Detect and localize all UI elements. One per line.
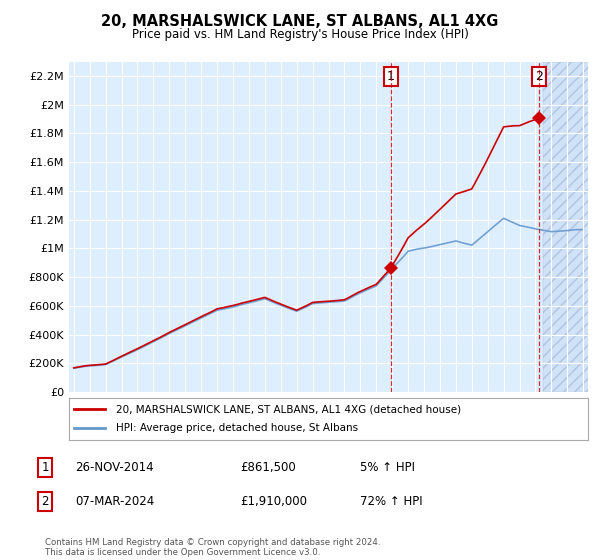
Text: 2: 2 — [41, 494, 49, 508]
Text: 26-NOV-2014: 26-NOV-2014 — [75, 461, 154, 474]
Text: 20, MARSHALSWICK LANE, ST ALBANS, AL1 4XG (detached house): 20, MARSHALSWICK LANE, ST ALBANS, AL1 4X… — [116, 404, 461, 414]
Text: £861,500: £861,500 — [240, 461, 296, 474]
Text: 20, MARSHALSWICK LANE, ST ALBANS, AL1 4XG: 20, MARSHALSWICK LANE, ST ALBANS, AL1 4X… — [101, 14, 499, 29]
Text: 2: 2 — [535, 70, 542, 83]
Text: 07-MAR-2024: 07-MAR-2024 — [75, 494, 154, 508]
Text: 72% ↑ HPI: 72% ↑ HPI — [360, 494, 422, 508]
Text: Price paid vs. HM Land Registry's House Price Index (HPI): Price paid vs. HM Land Registry's House … — [131, 28, 469, 41]
Text: £1,910,000: £1,910,000 — [240, 494, 307, 508]
Text: Contains HM Land Registry data © Crown copyright and database right 2024.
This d: Contains HM Land Registry data © Crown c… — [45, 538, 380, 557]
Text: 1: 1 — [41, 461, 49, 474]
Text: HPI: Average price, detached house, St Albans: HPI: Average price, detached house, St A… — [116, 423, 358, 433]
Text: 5% ↑ HPI: 5% ↑ HPI — [360, 461, 415, 474]
Text: 1: 1 — [386, 70, 395, 83]
Bar — [544, 62, 591, 392]
